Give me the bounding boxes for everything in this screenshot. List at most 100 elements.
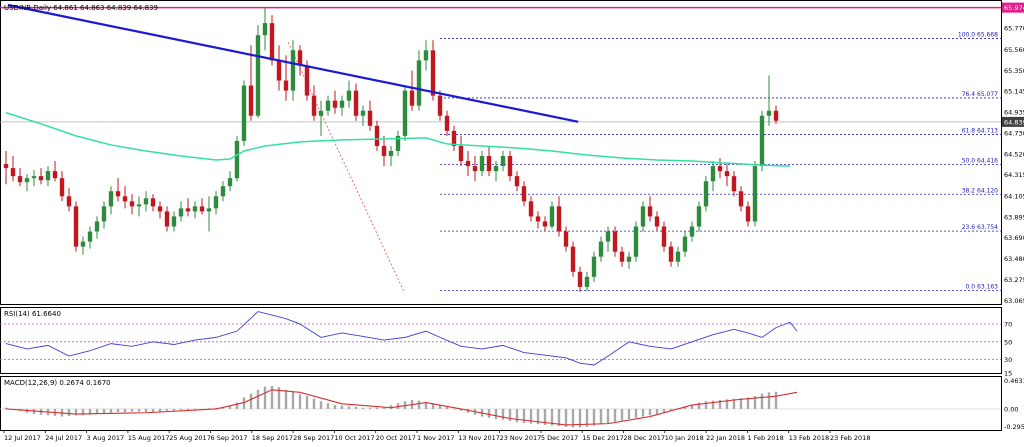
macd-histogram-bar <box>522 408 526 423</box>
candle-body <box>283 80 289 91</box>
candle <box>325 95 331 116</box>
candle-body <box>185 208 191 212</box>
candle-body <box>360 110 366 116</box>
macd-histogram-bar <box>487 408 491 418</box>
macd-histogram-bar <box>130 408 134 412</box>
candle-body <box>178 208 184 217</box>
candle <box>535 211 541 229</box>
candle <box>696 201 702 232</box>
candle <box>766 75 772 126</box>
macd-histogram-bar <box>333 405 337 409</box>
time-axis-label: 25 Aug 2017 <box>169 434 211 442</box>
candle <box>577 266 583 292</box>
macd-histogram-bar <box>95 408 99 415</box>
time-axis-label: 13 Feb 2018 <box>789 434 829 442</box>
price-layer: 100.0 65.668 76.4 65.077 61.8 64.713 50.0 6… <box>0 3 1001 292</box>
candle <box>311 85 317 121</box>
candle <box>430 40 436 101</box>
candle <box>395 130 401 157</box>
candle-body <box>353 90 359 116</box>
candle <box>752 161 758 227</box>
candle <box>297 45 303 76</box>
candle <box>675 246 681 267</box>
candle-body <box>521 186 527 202</box>
macd-histogram-bar <box>557 408 561 427</box>
candle-body <box>241 85 247 141</box>
candle-body <box>759 115 765 167</box>
macd-histogram-bar <box>116 408 120 413</box>
time-axis-label: 10 Oct 2017 <box>334 434 374 442</box>
candle-body <box>346 90 352 101</box>
candle-body <box>717 166 723 172</box>
candle-body <box>150 198 156 207</box>
macd-histogram-bar <box>207 408 211 409</box>
time-axis-label: 28 Dec 2017 <box>624 434 666 442</box>
candle-body <box>444 115 450 131</box>
macd-histogram-bar <box>438 405 442 409</box>
candle <box>717 158 723 179</box>
candle <box>556 196 562 237</box>
candle-body <box>745 206 751 222</box>
macd-histogram-bar <box>648 408 652 416</box>
macd-histogram-bar <box>508 408 512 422</box>
macd-histogram-bar <box>599 408 603 425</box>
candle-body <box>654 216 660 227</box>
candle-body <box>374 125 380 146</box>
macd-histogram-bar <box>361 407 365 409</box>
time-axis-label: 22 Jan 2018 <box>706 434 745 442</box>
candle <box>402 85 408 141</box>
candle <box>661 221 667 252</box>
price-axis-label: 63.480 <box>1004 255 1024 263</box>
candle-body <box>164 211 170 227</box>
macd-histogram-bar <box>620 408 624 421</box>
candle-body <box>416 60 422 106</box>
candle <box>668 241 674 267</box>
macd-histogram-bar <box>494 408 498 420</box>
rsi-layer <box>0 311 1001 366</box>
macd-histogram-bar <box>578 408 582 428</box>
candle-body <box>325 100 331 111</box>
candle-body <box>465 161 471 167</box>
candle-body <box>129 201 135 207</box>
macd-histogram-bar <box>263 386 267 409</box>
time-axis-label: 20 Oct 2017 <box>376 434 416 442</box>
candle <box>486 145 492 177</box>
candle-body <box>80 241 86 247</box>
moving-average-line <box>5 112 791 167</box>
candle <box>416 50 422 111</box>
rsi-axis-label: 15 <box>1004 370 1012 378</box>
candle-body <box>388 150 394 157</box>
current-price-tag <box>1002 116 1024 127</box>
macd-histogram-bar <box>123 408 127 413</box>
candle-body <box>507 156 513 177</box>
rsi-axis-label: 70 <box>1004 321 1012 329</box>
candle <box>199 198 205 215</box>
candle-body <box>724 171 730 177</box>
candle-body <box>472 166 478 172</box>
rsi-title: RSI(14) 61.6640 <box>4 310 61 318</box>
resistance-price-label: 65.974 <box>1004 4 1024 12</box>
candle-body <box>311 95 317 116</box>
candle <box>710 161 716 192</box>
candle-body <box>423 50 429 61</box>
price-axis-label: 63.895 <box>1004 213 1024 221</box>
macd-histogram-bar <box>102 408 106 414</box>
rsi-line <box>5 311 798 366</box>
macd-histogram-bar <box>242 397 246 409</box>
macd-histogram-bar <box>662 408 666 413</box>
candle <box>255 25 261 118</box>
candle <box>17 168 23 187</box>
time-axis-label: 28 Sep 2017 <box>293 434 334 442</box>
candle-body <box>682 236 688 252</box>
macd-histogram-bar <box>424 401 428 409</box>
macd-histogram-bar <box>235 402 239 409</box>
candle-body <box>493 166 499 172</box>
macd-histogram-bar <box>585 408 589 427</box>
candle-body <box>458 145 464 162</box>
candle <box>66 188 72 212</box>
macd-histogram-bar <box>711 400 715 409</box>
candle-body <box>584 276 590 287</box>
candle-body <box>381 145 387 157</box>
macd-histogram-bar <box>172 408 176 411</box>
candle-body <box>612 231 618 252</box>
